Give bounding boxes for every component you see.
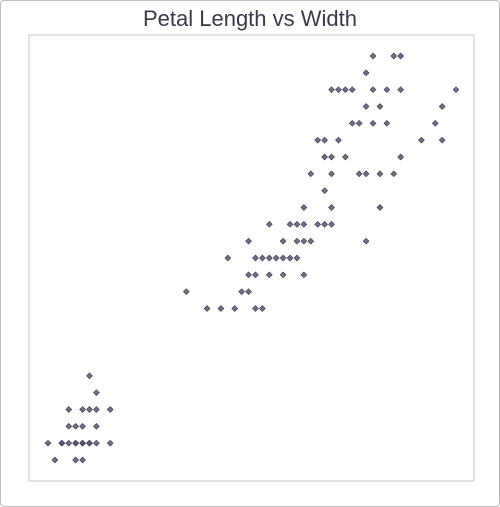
data-point (51, 456, 59, 464)
data-point (252, 271, 259, 279)
data-point (58, 439, 66, 447)
data-point (279, 271, 287, 279)
data-point (438, 103, 446, 110)
data-point (245, 288, 252, 295)
data-point (383, 86, 391, 93)
data-point (300, 221, 308, 228)
data-point (259, 254, 266, 262)
data-point (328, 153, 335, 161)
data-point (397, 153, 405, 161)
data-point (93, 423, 100, 430)
data-point (217, 305, 225, 312)
data-point (362, 69, 370, 77)
data-point (376, 103, 384, 110)
data-point (79, 406, 86, 413)
data-point (265, 271, 273, 279)
points-layer (44, 52, 460, 464)
data-point (376, 170, 384, 178)
data-point (369, 86, 377, 93)
data-point (342, 86, 349, 93)
data-point (300, 271, 308, 279)
data-point (321, 136, 328, 144)
data-point (106, 406, 114, 413)
data-point (390, 52, 398, 60)
data-point (383, 120, 391, 127)
data-point (397, 86, 405, 93)
data-point (418, 136, 425, 144)
data-point (245, 237, 252, 245)
data-point (355, 120, 363, 127)
data-point (245, 271, 252, 279)
data-point (348, 120, 356, 127)
data-point (72, 423, 79, 430)
data-point (431, 120, 439, 127)
data-point (93, 439, 100, 447)
data-point (293, 221, 301, 228)
data-point (452, 86, 460, 93)
data-point (321, 221, 328, 228)
data-point (335, 136, 342, 144)
data-point (72, 439, 79, 447)
data-point (348, 86, 356, 93)
plot-area-border (28, 34, 475, 482)
data-point (369, 52, 377, 60)
data-point (259, 305, 266, 312)
data-point (182, 288, 190, 295)
data-point (279, 237, 287, 245)
data-point (272, 254, 280, 262)
data-point (328, 170, 335, 178)
data-point (328, 221, 335, 228)
data-point (224, 254, 232, 262)
data-point (238, 288, 245, 295)
data-point (362, 170, 370, 178)
data-point (293, 254, 301, 262)
data-point (106, 439, 114, 447)
data-point (342, 153, 349, 161)
data-point (72, 456, 79, 464)
data-point (355, 170, 363, 178)
data-point (321, 187, 328, 194)
data-point (65, 423, 73, 430)
data-point (286, 254, 294, 262)
data-point (300, 237, 308, 245)
data-point (44, 439, 52, 447)
data-point (286, 221, 294, 228)
data-point (328, 204, 335, 211)
data-point (307, 237, 315, 245)
data-point (293, 237, 301, 245)
data-point (265, 254, 273, 262)
data-point (369, 120, 377, 127)
data-point (397, 52, 405, 60)
data-point (314, 136, 322, 144)
data-point (362, 103, 370, 110)
data-point (79, 439, 86, 447)
data-point (79, 423, 86, 430)
data-point (93, 406, 100, 413)
data-point (65, 406, 73, 413)
data-point (438, 136, 446, 144)
data-point (376, 204, 384, 211)
data-point (79, 456, 86, 464)
data-point (86, 439, 93, 447)
data-point (314, 221, 322, 228)
data-point (300, 204, 308, 211)
data-point (86, 372, 93, 380)
data-point (231, 305, 239, 312)
data-point (252, 305, 259, 312)
data-point (65, 439, 73, 447)
data-point (328, 86, 335, 93)
data-point (93, 389, 100, 396)
data-point (321, 153, 328, 161)
data-point (335, 86, 342, 93)
data-point (390, 170, 398, 178)
data-point (252, 254, 259, 262)
data-point (265, 221, 273, 228)
data-point (362, 237, 370, 245)
chart-title: Petal Length vs Width (142, 6, 357, 31)
data-point (279, 254, 287, 262)
data-point (86, 406, 93, 413)
data-point (307, 170, 315, 178)
data-point (203, 305, 211, 312)
